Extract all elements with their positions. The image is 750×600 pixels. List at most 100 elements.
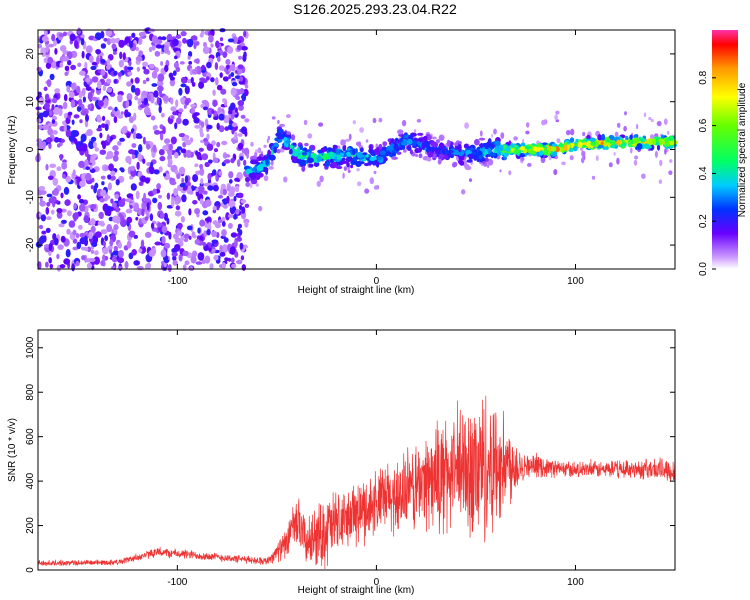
noise-dot <box>102 241 106 247</box>
ridge-dot <box>435 139 440 144</box>
colorbar: 0.0 0.2 0.4 0.6 0.8 Normalized spectral ampl… <box>698 30 748 276</box>
ridge-dot <box>458 160 463 165</box>
noise-dot <box>650 118 654 123</box>
noise-dot <box>84 159 89 166</box>
noise-dot <box>108 163 114 172</box>
noise-dot <box>54 48 58 55</box>
noise-dot <box>70 99 76 108</box>
ridge-dot <box>365 154 369 158</box>
noise-dot <box>124 261 129 269</box>
ridge-dot <box>342 144 347 152</box>
noise-dot <box>623 125 627 132</box>
noise-dot <box>44 102 50 110</box>
noise-dot <box>76 176 80 185</box>
noise-dot <box>61 219 67 224</box>
noise-dot <box>613 152 616 156</box>
noise-dot <box>228 74 232 80</box>
noise-dot <box>633 159 638 166</box>
noise-dot <box>138 218 143 225</box>
noise-dot <box>40 214 47 222</box>
noise-dot <box>117 242 123 249</box>
noise-dot <box>162 95 169 102</box>
noise-dot <box>228 257 231 262</box>
noise-dot <box>230 157 235 164</box>
noise-dot <box>128 60 132 66</box>
noise-dot <box>230 257 235 263</box>
noise-dot <box>103 37 108 42</box>
noise-dot <box>78 98 83 108</box>
noise-dot <box>178 87 183 96</box>
noise-dot <box>46 201 51 207</box>
noise-dot <box>258 205 263 212</box>
spectrogram-y-tick-label: 0 <box>25 146 36 152</box>
noise-dot <box>227 214 234 218</box>
noise-dot <box>283 176 288 183</box>
noise-dot <box>218 170 223 176</box>
noise-dot <box>234 107 238 113</box>
noise-dot <box>177 222 183 229</box>
noise-dot <box>212 220 218 225</box>
noise-dot <box>131 32 136 38</box>
noise-dot <box>164 64 169 72</box>
ridge-dot <box>632 137 640 144</box>
noise-dot <box>117 114 124 119</box>
noise-dot <box>303 119 308 126</box>
noise-dot <box>234 177 240 182</box>
noise-dot <box>133 112 137 121</box>
noise-dot <box>175 66 181 73</box>
ridge-dot <box>616 139 621 146</box>
noise-dot <box>93 234 97 244</box>
noise-dot <box>158 149 165 156</box>
noise-dot <box>135 190 140 200</box>
noise-dot <box>102 247 109 255</box>
noise-dot <box>51 119 56 124</box>
noise-dot <box>38 224 44 230</box>
noise-dot <box>162 145 169 151</box>
noise-dot <box>73 114 80 119</box>
noise-dot <box>137 135 143 139</box>
noise-dot <box>214 148 218 153</box>
noise-dot <box>415 153 418 158</box>
noise-dot <box>130 183 137 191</box>
noise-dot <box>237 64 244 70</box>
ridge-dot <box>401 145 406 150</box>
noise-dot <box>59 154 63 161</box>
noise-dot <box>207 221 212 230</box>
noise-dot <box>53 237 59 246</box>
noise-dot <box>135 46 139 52</box>
noise-dot <box>188 235 192 240</box>
noise-dot <box>103 196 108 202</box>
noise-dot <box>218 125 225 133</box>
noise-dot <box>159 156 166 162</box>
noise-dot <box>231 263 237 269</box>
noise-dot <box>154 241 162 246</box>
noise-dot <box>669 159 673 163</box>
ridge-dot <box>418 153 423 159</box>
snr-y-tick-label: 600 <box>25 428 36 445</box>
noise-dot <box>92 141 97 148</box>
snr-panel: -100 0 100 0 200 400 600 800 1000 Height of str… <box>7 329 676 596</box>
snr-xlabel: Height of straight line (km) <box>298 585 415 596</box>
noise-dot <box>78 224 83 230</box>
noise-dot <box>83 215 90 223</box>
ridge-dot <box>560 146 564 152</box>
noise-dot <box>209 186 213 191</box>
noise-dot <box>244 118 250 123</box>
ridge-dot <box>308 163 314 168</box>
noise-dot <box>106 38 112 45</box>
noise-dot <box>127 71 133 76</box>
noise-dot <box>204 199 212 207</box>
noise-dot <box>369 177 374 185</box>
noise-dot <box>100 59 106 64</box>
noise-dot <box>46 79 52 88</box>
noise-dot <box>101 123 106 128</box>
noise-dot <box>78 90 83 99</box>
noise-dot <box>64 71 69 76</box>
noise-dot <box>117 94 123 103</box>
noise-dot <box>145 263 150 270</box>
noise-dot <box>230 87 237 97</box>
noise-dot <box>238 80 245 85</box>
ridge-dot <box>552 151 558 157</box>
noise-dot <box>56 208 63 214</box>
ridge-dot <box>350 160 357 165</box>
